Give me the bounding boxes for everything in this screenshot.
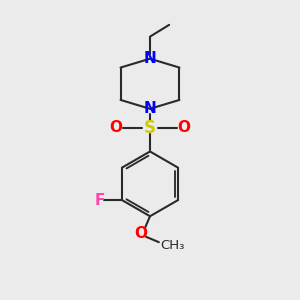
Text: S: S xyxy=(144,119,156,137)
Text: CH₃: CH₃ xyxy=(160,239,185,252)
Text: O: O xyxy=(110,120,123,135)
Text: O: O xyxy=(135,226,148,242)
Text: N: N xyxy=(144,51,156,66)
Text: N: N xyxy=(144,101,156,116)
Text: O: O xyxy=(177,120,190,135)
Text: F: F xyxy=(95,193,105,208)
